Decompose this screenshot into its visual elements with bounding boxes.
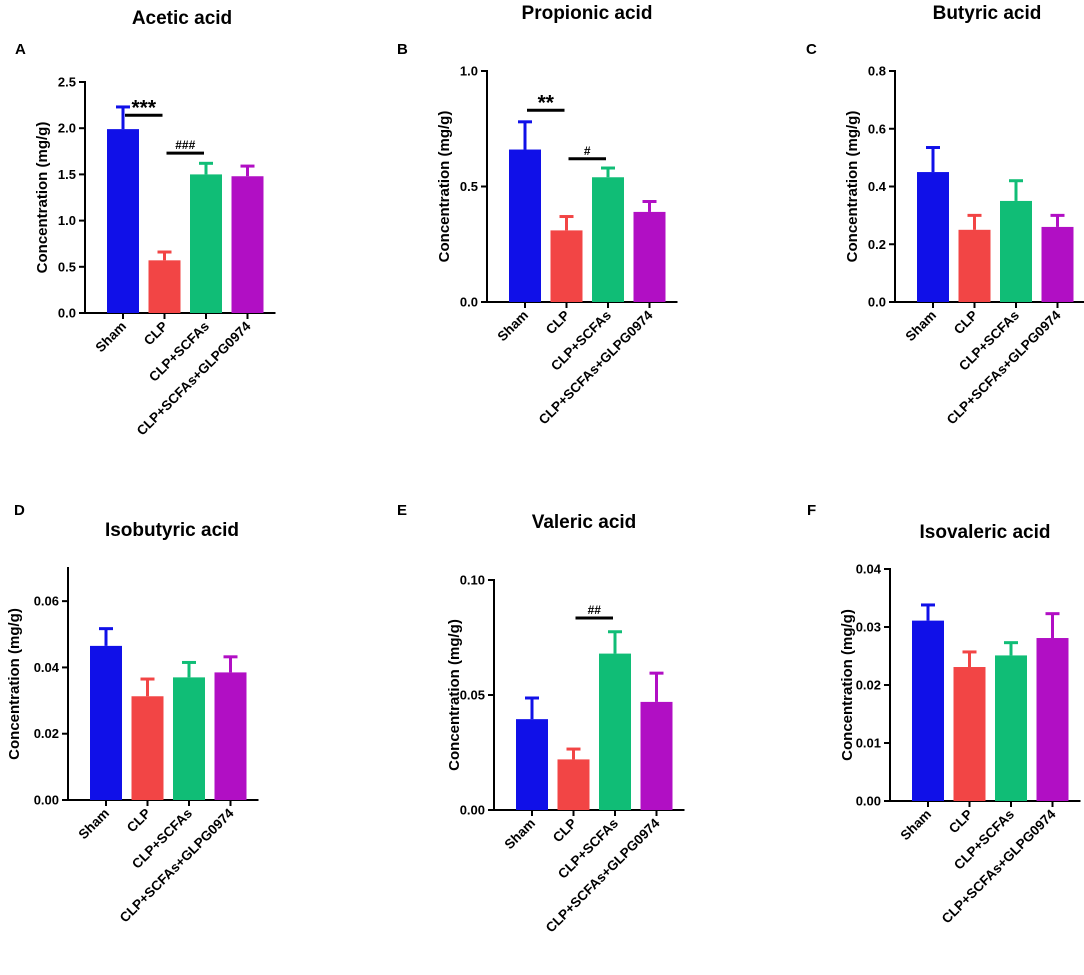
chart-title: Acetic acid — [132, 8, 232, 29]
significance-label: # — [584, 144, 591, 158]
y-tick-label: 0.00 — [460, 803, 485, 818]
bar-CLP — [550, 230, 583, 302]
y-tick-label: 0.00 — [856, 794, 881, 809]
chart-title: Isovaleric acid — [920, 522, 1051, 543]
y-tick-label: 0.2 — [868, 237, 886, 252]
x-category-label: Sham — [903, 308, 940, 345]
y-tick-label: 0.06 — [34, 594, 59, 609]
y-tick-label: 0.04 — [856, 562, 882, 577]
bar-CLP — [148, 260, 181, 313]
panel-letter: E — [397, 502, 407, 519]
y-tick-label: 0.0 — [868, 295, 886, 310]
bar-Sham — [107, 129, 139, 313]
significance-label: ### — [175, 138, 195, 152]
y-axis-label: Concentration (mg/g) — [446, 619, 463, 771]
y-tick-label: 0.5 — [58, 259, 76, 274]
bar-CLP — [958, 229, 991, 302]
bar-CLP+SCFAs — [190, 174, 222, 313]
y-tick-label: 1.0 — [460, 64, 478, 79]
bar-CLP+SCFAs+GLPG0974 — [231, 176, 264, 313]
x-category-label: CLP — [124, 806, 154, 836]
x-category-label: CLP — [543, 308, 573, 338]
significance-label: *** — [131, 96, 156, 119]
y-tick-label: 0.5 — [460, 179, 478, 194]
y-tick-label: 1.0 — [58, 213, 76, 228]
bar-CLP+SCFAs+GLPG0974 — [214, 672, 247, 800]
x-category-label: CLP — [550, 816, 580, 846]
bar-CLP — [131, 696, 164, 800]
y-tick-label: 2.5 — [58, 75, 76, 90]
bar-Sham — [917, 172, 949, 302]
y-tick-label: 1.5 — [58, 167, 76, 182]
y-axis-label: Concentration (mg/g) — [839, 609, 856, 761]
chart-title: Valeric acid — [532, 512, 637, 533]
bar-CLP+SCFAs — [599, 653, 631, 810]
panel-D: D Isobutyric acid Concentration (mg/g) 0.00… — [6, 502, 259, 925]
panel-F: F Isovaleric acid Concentration (mg/g) 0.00… — [807, 502, 1081, 926]
x-category-label: CLP — [946, 807, 976, 837]
y-tick-label: 0.0 — [460, 295, 478, 310]
y-tick-label: 2.0 — [58, 121, 76, 136]
bar-CLP+SCFAs+GLPG0974 — [1036, 638, 1069, 801]
y-tick-label: 0.00 — [34, 793, 59, 808]
x-category-label: Sham — [502, 816, 539, 853]
panel-C: C Butyric acid Concentration (mg/g) 0.0 0.2 0… — [806, 3, 1084, 427]
y-tick-label: 0.10 — [460, 573, 485, 588]
y-tick-label: 0.03 — [856, 620, 881, 635]
bar-Sham — [912, 620, 944, 801]
bar-CLP+SCFAs+GLPG0974 — [1041, 226, 1074, 302]
chart-title: Butyric acid — [933, 3, 1042, 24]
x-category-label: CLP — [141, 319, 171, 349]
y-axis-label: Concentration (mg/g) — [34, 122, 51, 274]
panel-A: A Acetic acid Concentration (mg/g) 0.0 0.5 1.… — [15, 8, 276, 438]
y-tick-label: 0.02 — [856, 678, 881, 693]
bar-CLP — [557, 759, 590, 810]
y-axis-label: Concentration (mg/g) — [436, 111, 453, 263]
bar-Sham — [516, 719, 548, 810]
x-category-label: Sham — [495, 308, 532, 345]
chart-title: Isobutyric acid — [105, 520, 239, 541]
bar-CLP+SCFAs — [1000, 200, 1032, 302]
significance-label: ** — [538, 91, 555, 114]
bar-CLP+SCFAs+GLPG0974 — [640, 701, 673, 810]
significance-label: ## — [588, 603, 602, 617]
x-category-label: Sham — [898, 807, 935, 844]
y-axis-label: Concentration (mg/g) — [844, 111, 861, 263]
panel-letter: A — [15, 41, 26, 58]
bar-CLP+SCFAs — [173, 677, 205, 800]
bar-Sham — [509, 149, 541, 302]
bar-CLP+SCFAs — [995, 655, 1027, 801]
y-tick-label: 0.02 — [34, 726, 59, 741]
panel-letter: D — [14, 502, 25, 519]
y-tick-label: 0.8 — [868, 64, 886, 79]
y-tick-label: 0.01 — [856, 736, 881, 751]
panel-B: B Propionic acid Concentration (mg/g) 0.0 0.… — [397, 3, 678, 427]
y-tick-label: 0.0 — [58, 306, 76, 321]
x-category-label: Sham — [76, 806, 113, 843]
panel-letter: B — [397, 41, 408, 58]
y-tick-label: 0.04 — [34, 660, 60, 675]
panel-E: E Valeric acid Concentration (mg/g) 0.00 0.0… — [397, 502, 685, 935]
panel-letter: C — [806, 41, 817, 58]
panel-letter: F — [807, 502, 816, 519]
chart-title: Propionic acid — [522, 3, 653, 24]
y-axis-label: Concentration (mg/g) — [6, 608, 23, 760]
y-tick-label: 0.05 — [460, 688, 485, 703]
bar-CLP+SCFAs — [592, 177, 624, 302]
x-category-label: Sham — [93, 319, 130, 356]
bar-CLP — [953, 667, 986, 801]
y-tick-label: 0.6 — [868, 121, 886, 136]
x-category-label: CLP — [951, 308, 981, 338]
y-tick-label: 0.4 — [868, 179, 887, 194]
bar-CLP+SCFAs+GLPG0974 — [633, 211, 666, 302]
bar-Sham — [90, 645, 122, 800]
